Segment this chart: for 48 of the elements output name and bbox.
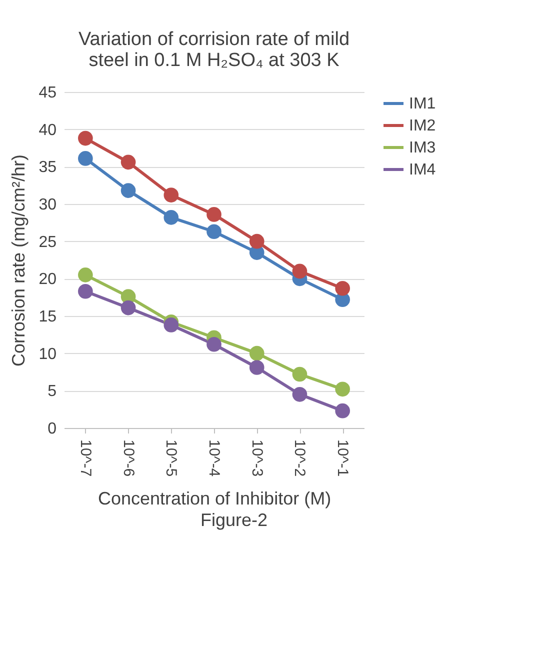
legend-label: IM1 — [409, 96, 436, 112]
legend-label: IM2 — [409, 118, 436, 134]
y-tick-label: 30 — [38, 196, 57, 214]
legend-label: IM3 — [409, 140, 436, 156]
point — [292, 264, 308, 279]
point — [206, 336, 222, 352]
point — [335, 280, 350, 296]
point — [164, 318, 179, 332]
point — [120, 300, 136, 316]
point — [249, 360, 264, 375]
point — [78, 268, 93, 282]
y-tick-label: 20 — [38, 271, 57, 288]
y-tick-label: 45 — [38, 84, 57, 102]
point — [335, 403, 350, 418]
x-tick-label: 10^-2 — [291, 440, 308, 477]
point — [78, 284, 93, 299]
point — [249, 346, 264, 361]
x-tick-label: 10^-4 — [206, 440, 222, 477]
y-tick-label: 25 — [38, 234, 57, 251]
point — [164, 188, 179, 202]
point — [249, 234, 264, 249]
text: Variation of corrision rate of mild — [78, 29, 350, 50]
y-tick-label: 5 — [48, 383, 57, 400]
x-tick-label: 10^-1 — [334, 440, 352, 477]
y-tick-label: 40 — [38, 122, 57, 139]
point — [78, 130, 93, 146]
point — [120, 154, 136, 170]
point — [120, 183, 136, 198]
x-tick-label: 10^-5 — [162, 440, 180, 477]
x-tick-label: 10^-7 — [76, 440, 94, 477]
point — [78, 151, 93, 166]
text: steel in 0.1 M H₂SO₄ at 303 K — [88, 50, 340, 71]
point — [164, 210, 179, 225]
text: Figure-2 — [200, 510, 268, 530]
x-tick-label: 10^-3 — [248, 440, 266, 477]
legend-label: IM4 — [409, 162, 436, 178]
x-axis-title: Concentration of Inhibitor (M) — [98, 488, 332, 509]
point — [292, 366, 308, 382]
point — [292, 387, 308, 402]
point — [206, 207, 222, 222]
y-tick-label: 35 — [38, 159, 57, 176]
point — [335, 382, 350, 397]
x-tick-label: 10^-6 — [120, 440, 137, 477]
y-tick-label: 15 — [38, 308, 57, 326]
y-tick-label: 0 — [48, 420, 57, 438]
y-tick-label: 10 — [38, 346, 57, 363]
y-axis-title: Corrosion rate (mg/cm²/hr) — [8, 154, 29, 367]
point — [206, 224, 222, 240]
